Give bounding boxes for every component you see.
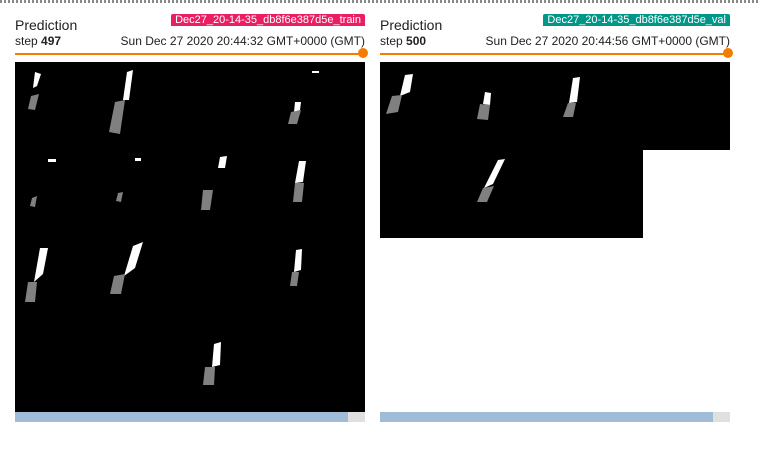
scrollbar-thumb[interactable] bbox=[15, 412, 348, 422]
step-label: step bbox=[15, 34, 38, 48]
run-tag-badge: Dec27_20-14-35_db8f6e387d5e_val bbox=[543, 14, 730, 26]
step-slider-track[interactable] bbox=[380, 53, 726, 55]
horizontal-scrollbar[interactable] bbox=[380, 412, 730, 422]
timestamp: Sun Dec 27 2020 20:44:32 GMT+0000 (GMT) bbox=[120, 34, 365, 48]
step-label: step bbox=[380, 34, 403, 48]
timestamp: Sun Dec 27 2020 20:44:56 GMT+0000 (GMT) bbox=[485, 34, 730, 48]
card-header: Prediction step 497 Dec27_20-14-35_db8f6… bbox=[15, 12, 368, 58]
prediction-image bbox=[380, 62, 730, 412]
horizontal-scrollbar[interactable] bbox=[15, 412, 365, 422]
top-dotted-border bbox=[0, 0, 760, 3]
run-tag-badge: Dec27_20-14-35_db8f6e387d5e_train bbox=[171, 14, 365, 26]
card-title: Prediction bbox=[15, 17, 78, 33]
scrollbar-thumb[interactable] bbox=[380, 412, 713, 422]
segmentation-mask-grid-icon bbox=[15, 62, 365, 412]
image-card-train: Prediction step 497 Dec27_20-14-35_db8f6… bbox=[15, 12, 368, 422]
step-readout: step 500 bbox=[380, 34, 426, 48]
step-value: 500 bbox=[406, 34, 427, 48]
segmentation-mask-grid-icon bbox=[380, 62, 730, 238]
image-card-val: Prediction step 500 Dec27_20-14-35_db8f6… bbox=[380, 12, 733, 422]
card-title: Prediction bbox=[380, 17, 443, 33]
step-slider-knob[interactable] bbox=[358, 48, 368, 58]
step-slider-knob[interactable] bbox=[723, 48, 733, 58]
step-value: 497 bbox=[41, 34, 62, 48]
card-header: Prediction step 500 Dec27_20-14-35_db8f6… bbox=[380, 12, 733, 58]
step-readout: step 497 bbox=[15, 34, 61, 48]
prediction-image bbox=[15, 62, 365, 412]
step-slider-track[interactable] bbox=[15, 53, 361, 55]
